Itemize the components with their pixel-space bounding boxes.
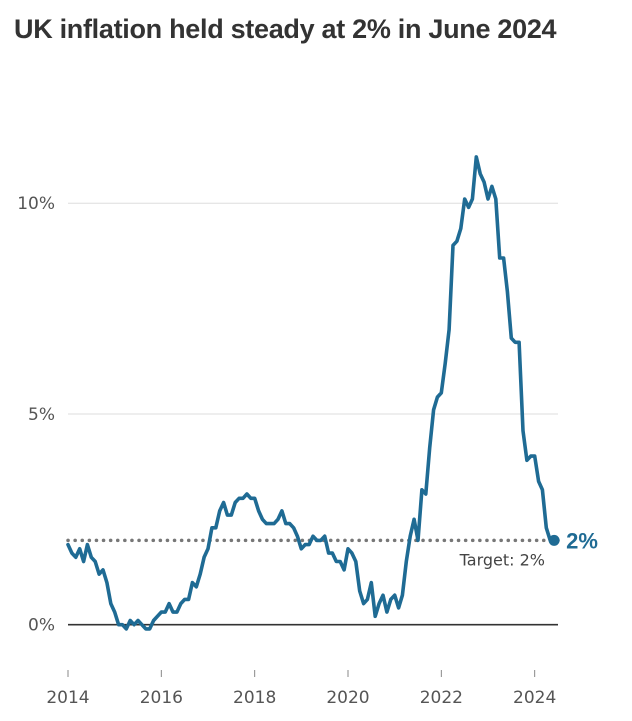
end-value-label: 2% — [566, 528, 598, 553]
y-tick-label: 10% — [17, 194, 55, 214]
x-axis: 2014 2016 2018 2020 2022 2024 — [46, 623, 558, 708]
x-tick-label: 2020 — [326, 688, 369, 708]
x-tick-label: 2018 — [233, 688, 276, 708]
x-tick-label: 2024 — [513, 688, 556, 708]
inflation-series-line — [66, 155, 556, 631]
x-tick-label: 2016 — [140, 688, 183, 708]
x-tick-label: 2014 — [46, 688, 89, 708]
labels-group: 2% — [566, 528, 598, 553]
y-tick-label: 5% — [28, 405, 55, 425]
target-label: Target: 2% — [459, 550, 545, 569]
target-line-group: Target: 2% — [66, 538, 560, 569]
series-group — [66, 155, 560, 631]
x-tick-label: 2022 — [420, 688, 463, 708]
grid-lines: 0% 5% 10% — [17, 194, 558, 636]
y-tick-label: 0% — [28, 616, 55, 636]
end-point-marker — [548, 534, 560, 546]
chart-title: UK inflation held steady at 2% in June 2… — [14, 14, 557, 44]
